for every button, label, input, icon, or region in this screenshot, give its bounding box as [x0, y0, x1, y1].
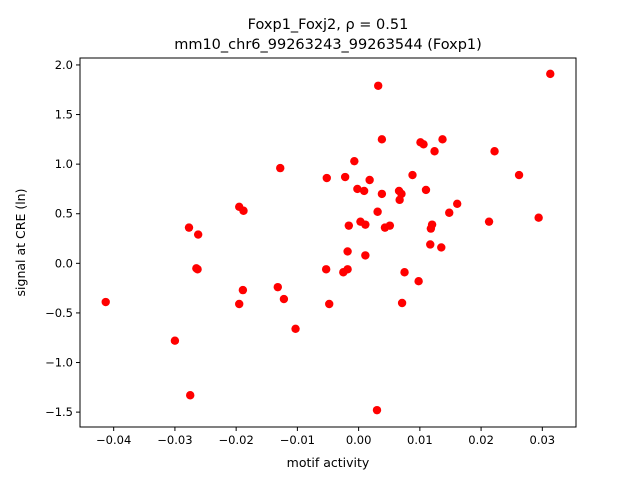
x-tick-label: 0.03: [530, 433, 556, 447]
data-point: [279, 294, 289, 304]
data-point: [276, 163, 285, 173]
data-point: [361, 251, 370, 260]
data-point: [408, 170, 417, 180]
x-tick-label: −0.02: [219, 433, 254, 447]
x-tick-label: 0.00: [346, 433, 372, 447]
data-point: [350, 156, 359, 166]
chart-title-line2: mm10_chr6_99263243_99263544 (Foxp1): [174, 37, 482, 53]
y-tick-label: 2.0: [55, 58, 73, 72]
data-point: [430, 147, 439, 156]
data-point: [437, 243, 446, 252]
data-point: [170, 336, 180, 345]
x-tick-label: −0.04: [96, 433, 131, 447]
data-points: [101, 69, 555, 415]
data-point: [353, 184, 362, 194]
data-point: [343, 247, 352, 256]
data-point: [421, 185, 431, 195]
data-point: [239, 206, 248, 215]
data-point: [484, 217, 494, 226]
data-point: [193, 265, 202, 274]
data-point: [546, 69, 555, 79]
data-point: [273, 282, 282, 292]
data-point: [372, 405, 382, 415]
data-point: [365, 175, 374, 185]
data-point: [373, 207, 382, 216]
chart-title-line1: Foxp1_Foxj2, ρ = 0.51: [248, 17, 409, 33]
x-tick-label: −0.03: [157, 433, 192, 447]
x-axis-ticks: −0.04 −0.03 −0.02 −0.01 0.00 0.01 0.02 0.03: [96, 427, 555, 447]
data-point: [445, 208, 454, 217]
data-point: [438, 135, 447, 144]
data-point: [397, 298, 407, 308]
x-tick-label: −0.01: [280, 433, 315, 447]
data-point: [400, 268, 409, 277]
x-tick-label: 0.02: [468, 433, 494, 447]
data-point: [235, 299, 244, 309]
y-tick-label: −0.5: [45, 306, 73, 320]
data-point: [291, 324, 300, 333]
x-axis-label: motif activity: [287, 455, 370, 470]
plot-frame: [79, 57, 577, 428]
data-point: [514, 170, 524, 180]
data-point: [377, 189, 387, 199]
data-point: [427, 220, 437, 229]
y-tick-label: 0.0: [55, 256, 73, 270]
data-point: [322, 173, 331, 183]
y-tick-label: −1.0: [45, 356, 73, 370]
data-point: [238, 285, 248, 295]
y-tick-label: 0.5: [55, 207, 73, 221]
y-axis-ticks: −1.5 −1.0 −0.5 0.0 0.5 1.0 1.5 2.0: [45, 58, 80, 419]
data-point: [344, 221, 354, 230]
data-point: [343, 265, 352, 274]
x-tick-label: 0.01: [407, 433, 433, 447]
y-tick-label: 1.5: [55, 108, 73, 122]
data-point: [101, 297, 110, 307]
data-point: [377, 135, 387, 144]
data-point: [534, 213, 543, 222]
y-tick-label: −1.5: [45, 405, 73, 419]
data-point: [374, 81, 383, 90]
data-point: [184, 223, 194, 232]
data-point: [361, 220, 370, 229]
data-point: [385, 221, 395, 230]
data-point: [325, 299, 334, 309]
data-point: [426, 240, 435, 249]
data-point: [340, 172, 350, 182]
y-tick-label: 1.0: [55, 157, 73, 171]
data-point: [414, 276, 423, 286]
data-point: [321, 265, 331, 274]
data-point: [193, 230, 203, 239]
data-point: [359, 186, 369, 196]
data-point: [419, 140, 428, 149]
data-point: [453, 199, 462, 209]
data-point: [397, 189, 406, 199]
data-point: [186, 391, 195, 400]
data-point: [490, 147, 499, 156]
y-axis-label: signal at CRE (ln): [13, 189, 28, 297]
